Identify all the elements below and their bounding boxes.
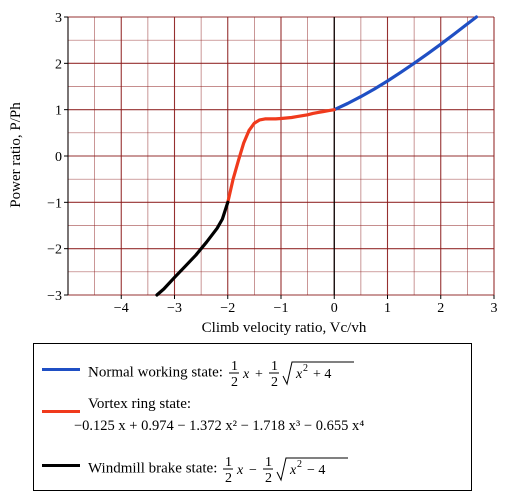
svg-text:2: 2 xyxy=(303,363,308,374)
x-tick-label: −4 xyxy=(114,301,129,316)
x-tick-label: 0 xyxy=(331,301,338,316)
grid xyxy=(67,16,495,296)
x-tick-label: 3 xyxy=(491,301,498,316)
x-tick-label: 1 xyxy=(384,301,391,316)
legend-swatch-windmill xyxy=(42,464,80,467)
svg-text:− 4: − 4 xyxy=(307,463,325,478)
frac1-den: 2 xyxy=(231,375,238,388)
legend-formula-normal: 1 2 x + 1 2 x 2 + 4 xyxy=(228,359,354,390)
legend-formula-vortex: −0.125 x + 0.974 − 1.372 x² − 1.718 x³ −… xyxy=(74,418,365,434)
svg-text:−: − xyxy=(249,463,257,478)
legend-swatch-normal xyxy=(42,368,80,371)
series-line-normal xyxy=(332,15,478,112)
frac2-num: 1 xyxy=(271,359,278,374)
plus: + xyxy=(255,367,263,382)
sqrt-sign xyxy=(282,361,354,386)
y-tick-label: 3 xyxy=(55,11,62,26)
var-x: x xyxy=(242,367,250,382)
x-tick-label: −1 xyxy=(274,301,289,316)
x-axis-label: Climb velocity ratio, Vc/vh xyxy=(202,320,367,336)
y-tick-label: 2 xyxy=(55,57,62,72)
legend-formula-windmill: 1 2 x − 1 2 x 2 − 4 xyxy=(223,455,349,486)
svg-text:+ 4: + 4 xyxy=(313,367,331,382)
y-tick-label: −1 xyxy=(47,196,62,211)
svg-text:x: x xyxy=(236,463,244,478)
y-axis-label: Power ratio, P/Ph xyxy=(8,102,24,208)
frac1-num: 1 xyxy=(231,359,238,374)
tick-labels: −4 −3 −2 −1 0 1 2 3 −3 −2 −1 0 1 2 3 xyxy=(47,11,497,316)
x-tick-label: −2 xyxy=(220,301,235,316)
chart: −4 −3 −2 −1 0 1 2 3 −3 −2 −1 0 1 2 3 Climb velocity ra… xyxy=(8,11,498,336)
x-tick-label: −3 xyxy=(167,301,182,316)
y-tick-label: 1 xyxy=(55,104,62,119)
y-tick-label: −2 xyxy=(47,243,62,258)
legend-item-vortex: Vortex ring state: −0.125 x + 0.974 − 1.… xyxy=(34,392,471,442)
legend-item-normal: Normal working state: 1 2 x + 1 2 x 2 + … xyxy=(34,352,471,390)
legend-item-windmill: Windmill brake state: 1 2 x − 1 2 x 2 − … xyxy=(34,448,471,486)
frac2-den: 2 xyxy=(271,375,278,388)
y-tick-label: 0 xyxy=(55,150,62,165)
legend: Normal working state: 1 2 x + 1 2 x 2 + … xyxy=(33,343,472,491)
sqrt-sign xyxy=(276,457,349,482)
svg-text:2: 2 xyxy=(297,459,302,470)
x-tick-label: 2 xyxy=(437,301,444,316)
svg-text:1: 1 xyxy=(265,455,272,470)
svg-text:x: x xyxy=(289,463,297,478)
legend-label-windmill: Windmill brake state: xyxy=(88,460,218,477)
legend-label-normal: Normal working state: xyxy=(88,364,223,381)
series-line-vortex xyxy=(226,108,336,204)
svg-text:2: 2 xyxy=(265,471,272,484)
legend-swatch-vortex xyxy=(42,410,80,413)
legend-label-vortex: Vortex ring state: xyxy=(88,396,192,412)
svg-text:2: 2 xyxy=(225,471,232,484)
svg-text:1: 1 xyxy=(225,455,232,470)
series-line-windmill xyxy=(155,200,230,297)
y-tick-label: −3 xyxy=(47,289,62,304)
svg-text:x: x xyxy=(295,367,303,382)
series-lines xyxy=(155,15,478,297)
